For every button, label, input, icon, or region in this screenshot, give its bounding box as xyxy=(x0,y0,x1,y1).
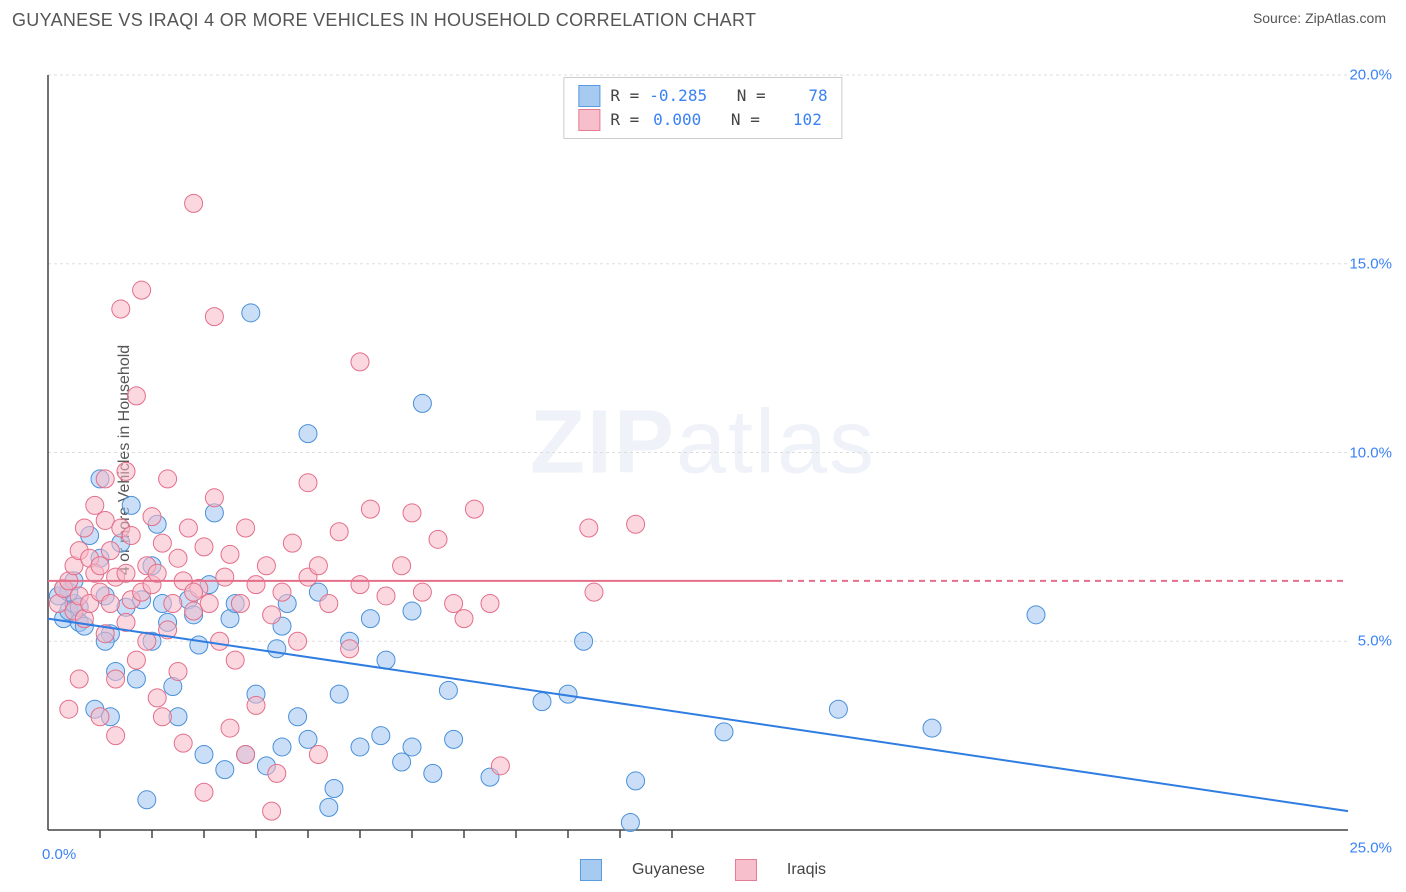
stat-n-label: N = xyxy=(737,84,766,108)
source-attribution: Source: ZipAtlas.com xyxy=(1253,10,1386,26)
stats-row-iraqis: R = 0.000 N = 102 xyxy=(578,108,827,132)
x-origin-label: 0.0% xyxy=(42,846,76,863)
source-link[interactable]: ZipAtlas.com xyxy=(1305,10,1386,26)
legend-label-iraqis: Iraqis xyxy=(787,861,826,879)
stat-n-value-guyanese: 78 xyxy=(776,84,828,108)
stat-r-label: R = xyxy=(610,84,639,108)
chart-container: 4 or more Vehicles in Household ZIPatlas… xyxy=(0,35,1406,885)
stats-row-guyanese: R = -0.285 N = 78 xyxy=(578,84,827,108)
legend-swatch-guyanese xyxy=(580,859,602,881)
source-prefix: Source: xyxy=(1253,10,1305,26)
chart-title: GUYANESE VS IRAQI 4 OR MORE VEHICLES IN … xyxy=(12,10,756,31)
stat-r-value-iraqis: 0.000 xyxy=(649,108,701,132)
stat-r-value-guyanese: -0.285 xyxy=(649,84,707,108)
header-bar: GUYANESE VS IRAQI 4 OR MORE VEHICLES IN … xyxy=(0,0,1406,35)
legend: Guyanese Iraqis xyxy=(580,859,826,881)
stat-n-value-iraqis: 102 xyxy=(770,108,822,132)
correlation-stats-box: R = -0.285 N = 78 R = 0.000 N = 102 xyxy=(563,77,842,139)
scatter-chart xyxy=(0,35,1406,885)
stat-n-label: N = xyxy=(731,108,760,132)
swatch-guyanese xyxy=(578,85,600,107)
swatch-iraqis xyxy=(578,109,600,131)
legend-label-guyanese: Guyanese xyxy=(632,861,705,879)
stat-r-label: R = xyxy=(610,108,639,132)
legend-swatch-iraqis xyxy=(735,859,757,881)
